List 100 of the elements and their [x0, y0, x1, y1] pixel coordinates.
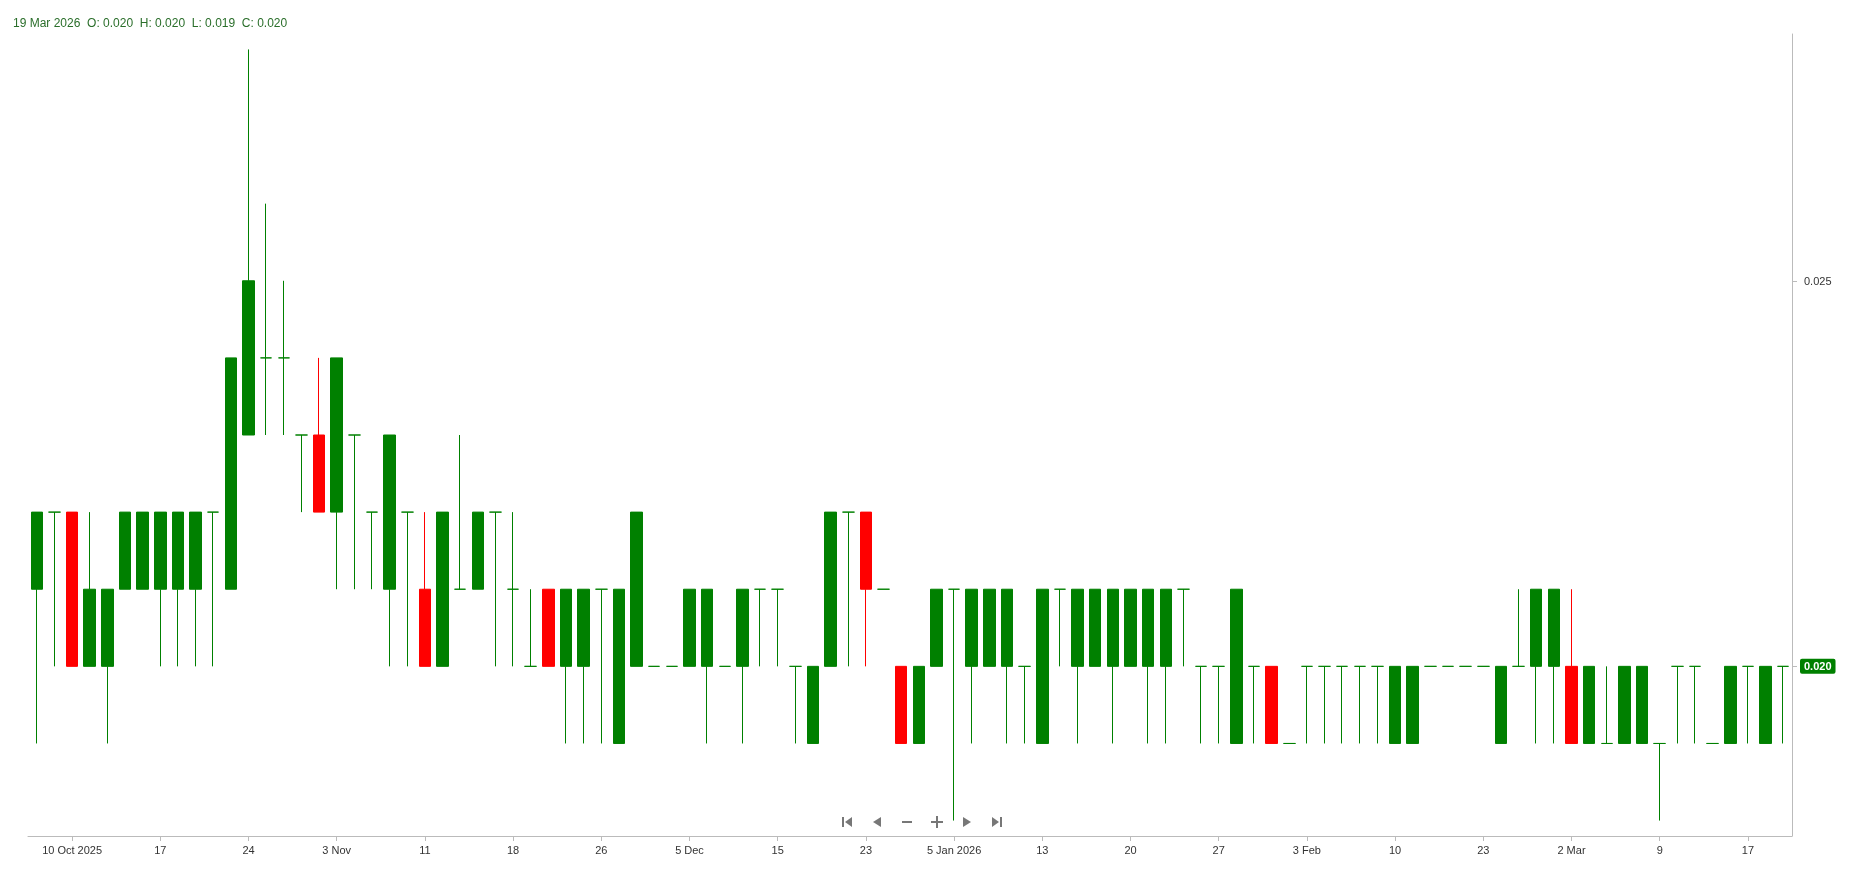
- x-tick-label: 23: [859, 843, 873, 856]
- candlestick: [136, 511, 149, 590]
- candlestick: [1583, 665, 1595, 744]
- candlestick: [83, 511, 96, 667]
- candlestick: [1371, 665, 1384, 744]
- candlestick: [983, 588, 996, 667]
- candlestick: [771, 588, 784, 667]
- x-tick-label: 10 Oct 2025: [42, 843, 103, 856]
- candlestick: [401, 511, 414, 667]
- candlestick: [860, 511, 872, 667]
- candlestick: [1071, 588, 1084, 744]
- y-tick-label: 0.025: [1804, 274, 1832, 287]
- candlestick: [48, 511, 61, 667]
- candlestick: [913, 665, 925, 744]
- candlestick: [1389, 665, 1401, 744]
- x-tick-label: 5 Jan 2026: [926, 843, 982, 856]
- y-tick-label: 0.020: [1804, 660, 1832, 673]
- candlestick: [330, 357, 343, 590]
- x-tick-label: 24: [242, 843, 255, 856]
- candlestick: [348, 434, 361, 590]
- candlestick: [366, 511, 378, 590]
- candlestick: [789, 665, 802, 744]
- candlestick: [1036, 588, 1049, 744]
- candlestick: [66, 511, 78, 667]
- candlestick: [1054, 588, 1066, 667]
- x-tick-label: 9: [1656, 843, 1663, 856]
- candlestick: [383, 434, 396, 667]
- x-tick-label: 3 Nov: [322, 843, 352, 856]
- candlestick: [189, 511, 202, 667]
- candlestick: [595, 588, 608, 744]
- candlestick: [242, 48, 255, 436]
- candlestick: [824, 511, 837, 667]
- candlestick: [1671, 665, 1684, 744]
- candlestick: [965, 588, 978, 744]
- candlestick: [1548, 588, 1560, 744]
- candlestick: [1195, 665, 1207, 744]
- candlestick: [1124, 588, 1137, 667]
- candlestick: [1759, 665, 1772, 744]
- candlestick: [154, 511, 167, 667]
- x-tick-label: 27: [1212, 843, 1225, 856]
- x-tick-label: 17: [1741, 843, 1755, 856]
- candlestick: [419, 511, 431, 667]
- candlestick: [842, 511, 855, 667]
- candlestick: [101, 588, 114, 744]
- candlestick: [260, 203, 272, 436]
- candlestick: [1248, 665, 1260, 744]
- candlestick: [1018, 665, 1031, 744]
- candlestick: [507, 511, 519, 667]
- candlestick: [1636, 665, 1648, 744]
- candlestick: [1742, 665, 1754, 744]
- candlestick: [1142, 588, 1154, 744]
- candlestick: [454, 434, 466, 590]
- candlestick: [278, 280, 290, 436]
- candlestick: [1230, 588, 1243, 744]
- x-tick-label: 26: [595, 843, 608, 856]
- candlestick: [754, 588, 766, 667]
- x-tick-label: 20: [1124, 843, 1137, 856]
- candlestick: [1354, 665, 1366, 744]
- candlestick: [577, 588, 590, 744]
- x-tick-label: 15: [771, 843, 784, 856]
- candlestick: [1618, 665, 1631, 744]
- candlestick: [1406, 665, 1419, 744]
- candlestick: [207, 511, 219, 667]
- candlestick: [683, 588, 696, 667]
- candlestick: [807, 665, 819, 744]
- candlestick: [1107, 588, 1119, 744]
- chart-title: 19 Mar 2026 O: 0.020 H: 0.020 L: 0.019 C: 0.020: [13, 16, 288, 30]
- x-tick-label: 13: [1036, 843, 1049, 856]
- candlestick: [1318, 665, 1331, 744]
- candlestick: [172, 511, 184, 667]
- candlestick: [1689, 665, 1701, 744]
- candlestick: [948, 588, 960, 822]
- candlestick: [736, 588, 749, 744]
- candlestick: [560, 588, 572, 744]
- x-tick-label: 11: [419, 843, 431, 856]
- candlestick: [295, 434, 308, 513]
- candlestick: [436, 511, 449, 667]
- candlestick: [1565, 588, 1578, 744]
- candlestick: [1177, 588, 1190, 667]
- candlestick: [1265, 665, 1278, 744]
- candlestick: [701, 588, 713, 744]
- candlestick: [1724, 665, 1737, 744]
- candlestick: [895, 665, 907, 744]
- x-tick-label: 3 Feb: [1292, 843, 1321, 856]
- candlestick: [489, 511, 502, 667]
- candlestick: [225, 357, 237, 590]
- candlestick: [1495, 665, 1507, 744]
- x-tick-label: 5 Dec: [675, 843, 705, 856]
- candlestick: [1089, 588, 1101, 667]
- x-tick-label: 18: [506, 843, 520, 856]
- x-tick-label: 10: [1388, 843, 1402, 856]
- candlestick: [1301, 665, 1313, 744]
- candlestick: [472, 511, 484, 590]
- candlestick: [1530, 588, 1542, 744]
- candlestick: [542, 588, 555, 667]
- candlestick: [524, 588, 537, 667]
- x-tick-label: 23: [1477, 843, 1490, 856]
- candlestick: [313, 357, 325, 513]
- candlestick: [630, 511, 643, 667]
- candlestick: [1512, 588, 1525, 667]
